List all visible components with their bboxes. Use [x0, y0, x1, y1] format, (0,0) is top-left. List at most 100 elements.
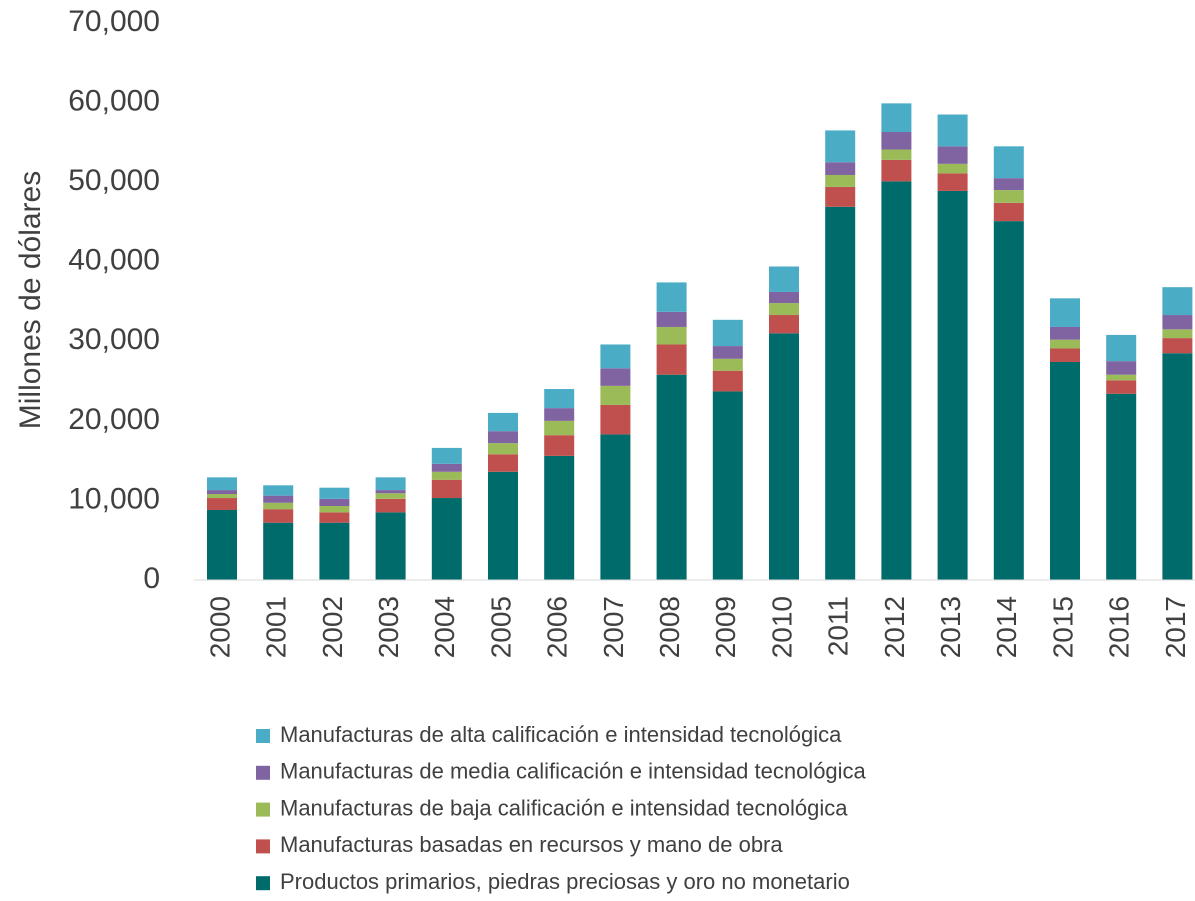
bar-segment [769, 315, 799, 334]
bar-segment [319, 487, 350, 499]
bar-segment [656, 326, 687, 345]
bar-segment [375, 512, 406, 580]
bar-segment [1050, 298, 1080, 327]
x-tick-label: 2015 [1047, 596, 1078, 658]
y-tick-label: 0 [143, 562, 160, 595]
bar-segment [656, 344, 687, 375]
bar-segment [712, 319, 743, 347]
x-tick-label: 2002 [317, 596, 348, 658]
bar-segment [825, 186, 856, 207]
x-tick-label: 2014 [991, 596, 1022, 658]
bar-segment [1050, 326, 1080, 340]
bar-segment [1162, 338, 1193, 354]
x-tick-label: 2005 [485, 596, 516, 658]
x-tick-label: 2010 [766, 596, 797, 658]
bar-segment [656, 311, 687, 327]
bar-segment [825, 162, 856, 175]
bar-segment [712, 370, 743, 392]
y-tick-label: 60,000 [68, 84, 160, 117]
bar-segment [712, 346, 743, 359]
legend-swatch [256, 802, 270, 817]
legend-label: Manufacturas de media calificación e int… [280, 759, 867, 784]
bar-segment [937, 114, 968, 147]
bar-segment [993, 221, 1024, 580]
bar-segment [600, 385, 631, 405]
y-tick-label: 20,000 [68, 403, 160, 436]
bar-segment [544, 389, 575, 409]
bar-segment [825, 206, 856, 580]
bar-segment [319, 512, 350, 523]
x-tick-label: 2017 [1160, 596, 1191, 658]
bar-segment [375, 498, 406, 513]
y-tick-label: 30,000 [68, 323, 160, 356]
bar-segment [431, 471, 462, 480]
bar-segment [375, 477, 406, 491]
bar-segment [993, 178, 1024, 191]
y-tick-label: 10,000 [68, 482, 160, 515]
bar-segment [712, 391, 743, 580]
bar-segment [712, 358, 743, 371]
bar-segment [488, 443, 518, 455]
bar-segment [825, 130, 856, 163]
bar-segment [207, 490, 237, 495]
bar-segment [544, 420, 575, 436]
bar-segment [600, 368, 631, 386]
legend-label: Productos primarios, piedras preciosas y… [280, 869, 850, 894]
bar-segment [600, 434, 631, 580]
x-tick-label: 2009 [710, 596, 741, 658]
x-tick-label: 2012 [879, 596, 910, 658]
bar-segment [544, 435, 575, 456]
bar-segment [488, 412, 518, 432]
bar-segment [1050, 361, 1080, 580]
bar-segment [937, 190, 968, 580]
legend-swatch [256, 729, 270, 743]
bar-segment [319, 498, 350, 506]
x-tick-label: 2001 [261, 596, 292, 658]
bar-segment [263, 495, 294, 503]
bar-segment [881, 132, 912, 150]
y-axis-label: Millones de dólares [14, 171, 47, 429]
legend-label: Manufacturas basadas en recursos y mano … [280, 832, 783, 857]
bar-segment [1162, 329, 1193, 339]
bar-segment [488, 431, 518, 444]
legend-swatch [256, 839, 270, 854]
bar-segment [937, 173, 968, 191]
x-tick-label: 2011 [823, 596, 854, 656]
bar-segment [1162, 287, 1193, 316]
bar-segment [937, 146, 968, 164]
x-tick-label: 2007 [598, 596, 629, 658]
bar-segment [488, 454, 518, 472]
x-tick-label: 2004 [429, 596, 460, 658]
bar-segment [263, 522, 294, 580]
bar-segment [1106, 380, 1137, 394]
bar-segment [263, 509, 294, 523]
bar-segment [769, 333, 799, 580]
bar-segment [1106, 393, 1137, 580]
legend-label: Manufacturas de alta calificación e inte… [280, 722, 842, 747]
bar-segment [319, 522, 350, 580]
y-tick-label: 70,000 [68, 5, 160, 38]
legend-swatch [256, 876, 270, 891]
x-tick-label: 2008 [654, 596, 685, 658]
bar-segment [656, 282, 687, 312]
bar-segment [207, 477, 237, 491]
bar-segment [769, 266, 799, 292]
x-tick-label: 2000 [204, 596, 235, 658]
bar-segment [881, 103, 912, 133]
bar-segment [1050, 348, 1080, 362]
bar-segment [319, 505, 350, 513]
x-tick-label: 2006 [542, 596, 573, 658]
bar-segment [544, 408, 575, 421]
bar-segment [825, 174, 856, 187]
bar-segment [881, 159, 912, 182]
bar-segment [431, 479, 462, 499]
bar-segment [263, 502, 294, 510]
bar-segment [1050, 339, 1080, 349]
bar-segment [1106, 334, 1137, 362]
bar-segment [993, 190, 1024, 203]
bar-segment [769, 291, 799, 304]
bar-segment [207, 498, 237, 510]
bar-segment [993, 202, 1024, 222]
y-tick-label: 40,000 [68, 244, 160, 277]
